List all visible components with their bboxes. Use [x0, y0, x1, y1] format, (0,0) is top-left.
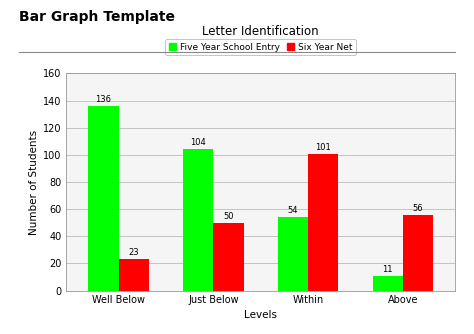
Title: Letter Identification: Letter Identification: [202, 25, 319, 38]
Bar: [403, 215, 433, 291]
Bar: [183, 150, 213, 291]
Bar: [118, 260, 149, 291]
Text: 56: 56: [413, 203, 423, 212]
Y-axis label: Number of Students: Number of Students: [29, 130, 39, 234]
Bar: [213, 223, 244, 291]
Text: 11: 11: [383, 265, 393, 274]
Legend: Five Year School Entry, Six Year Net: Five Year School Entry, Six Year Net: [165, 39, 356, 55]
Text: 50: 50: [223, 212, 234, 221]
Bar: [278, 217, 308, 291]
Text: 101: 101: [315, 143, 331, 152]
Text: 104: 104: [190, 138, 206, 147]
Text: 136: 136: [95, 95, 111, 104]
Text: 54: 54: [288, 206, 298, 215]
Text: 23: 23: [128, 248, 139, 257]
Bar: [88, 106, 118, 291]
Text: Bar Graph Template: Bar Graph Template: [19, 10, 175, 24]
Bar: [308, 154, 338, 291]
X-axis label: Levels: Levels: [244, 310, 277, 320]
Bar: [373, 276, 403, 291]
